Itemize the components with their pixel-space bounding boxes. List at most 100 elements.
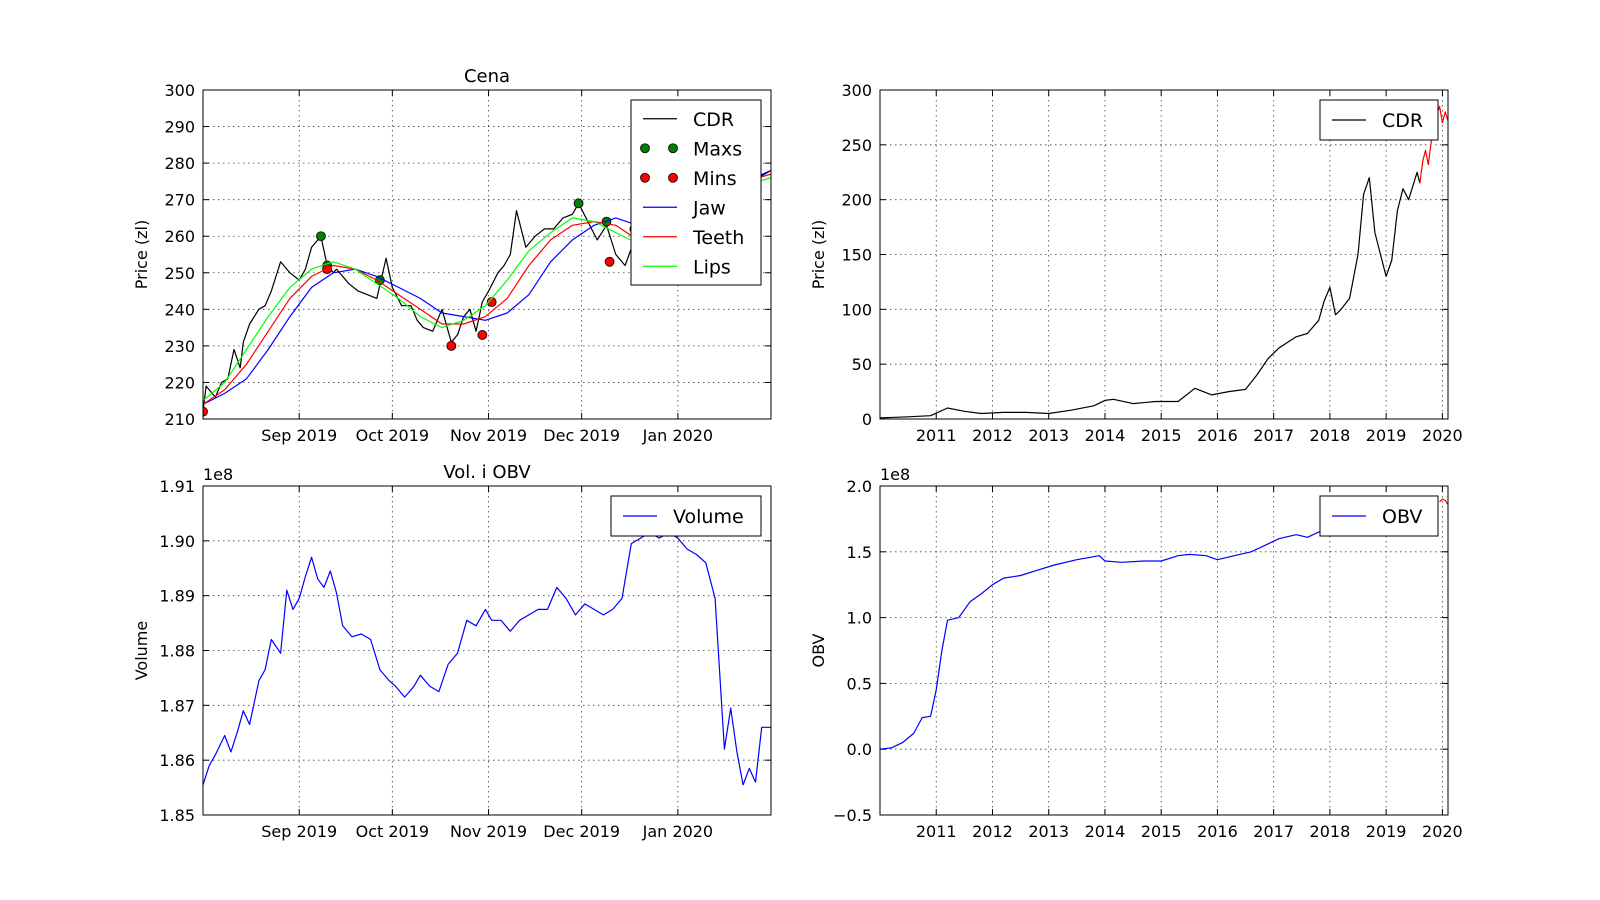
y-tick-label: 50: [852, 355, 872, 374]
x-tick-label: Dec 2019: [543, 426, 620, 445]
chart-price_long: 2011 2012 2013 2014 2015 2016 2017 2018 2019 2020…: [809, 81, 1463, 445]
x-tick-label: 2016: [1197, 822, 1238, 841]
x-tick-label: Jan 2020: [642, 822, 713, 841]
tick-labels: 2011 2012 2013 2014 2015 2016 2017 2018 2019 2020…: [841, 81, 1462, 445]
y-tick-label: 220: [164, 373, 195, 392]
y-tick-label: 2.0: [847, 477, 872, 496]
x-tick-label: 2011: [916, 822, 957, 841]
legend: Volume: [610, 495, 762, 537]
x-tick-label: 2018: [1310, 822, 1351, 841]
x-tick-label: 2016: [1197, 426, 1238, 445]
chart-title: Cena: [464, 66, 510, 87]
legend-label: Jaw: [692, 197, 726, 219]
axes-frame: [202, 485, 772, 816]
plot-area: [203, 531, 771, 786]
x-tick-label: 2011: [916, 426, 957, 445]
legend-box: [630, 99, 762, 286]
legend-label: Mins: [693, 168, 737, 190]
chart-price: Sep 2019 Oct 2019 Nov 2019 Dec 2019 Jan 2020…: [132, 66, 772, 445]
y-tick-label: 270: [164, 191, 195, 210]
x-tick-label: 2019: [1366, 822, 1407, 841]
data-point-maxs: [316, 231, 326, 242]
x-tick-label: 2014: [1085, 426, 1126, 445]
y-tick-label: 1.89: [159, 587, 195, 606]
data-point-maxs: [573, 198, 584, 209]
x-tick-label: Sep 2019: [261, 822, 337, 841]
y-tick-label: 1.5: [847, 543, 872, 562]
chart-title: Vol. i OBV: [443, 462, 531, 483]
legend-swatch: [668, 172, 678, 183]
tick-labels: Sep 2019 Oct 2019 Nov 2019 Dec 2019 Jan 2020…: [159, 477, 771, 841]
series-line-obv: [880, 527, 1331, 750]
x-tick-label: 2018: [1310, 426, 1351, 445]
series-line-cdr: [880, 171, 1421, 419]
plot-area: [880, 105, 1448, 419]
legend-swatch: [640, 172, 650, 183]
data-point-mins: [604, 256, 615, 267]
x-tick-label: Oct 2019: [356, 426, 429, 445]
y-tick-label: 100: [841, 300, 872, 319]
axes-frame: [879, 485, 1449, 816]
x-tick-label: 2017: [1253, 426, 1294, 445]
y-axis-label: OBV: [809, 633, 828, 667]
data-point-mins: [203, 406, 208, 417]
y-tick-label: 300: [841, 81, 872, 100]
y-tick-label: 1.87: [159, 696, 195, 715]
y-tick-label: 260: [164, 227, 195, 246]
chart-volume: Sep 2019 Oct 2019 Nov 2019 Dec 2019 Jan 2020…: [132, 462, 772, 841]
legend-swatch: [640, 143, 650, 154]
legend: OBV: [1319, 495, 1439, 537]
y-tick-label: 1.0: [847, 609, 872, 628]
y-axis-label: Price (zl): [132, 220, 151, 289]
x-tick-label: 2017: [1253, 822, 1294, 841]
legend-label: Volume: [673, 506, 744, 528]
y-tick-label: 250: [164, 264, 195, 283]
x-tick-label: 2012: [972, 822, 1013, 841]
y-tick-label: 300: [164, 81, 195, 100]
x-tick-label: Sep 2019: [261, 426, 337, 445]
y-tick-label: 0: [862, 410, 872, 429]
x-tick-label: Nov 2019: [450, 426, 527, 445]
x-tick-label: Jan 2020: [642, 426, 713, 445]
y-axis-label: Volume: [132, 621, 151, 681]
axis-multiplier: 1e8: [880, 465, 910, 484]
legend-box: [1319, 99, 1439, 141]
tick-labels: Sep 2019 Oct 2019 Nov 2019 Dec 2019 Jan 2020…: [164, 81, 771, 445]
x-tick-label: Nov 2019: [450, 822, 527, 841]
series-line-volume: [203, 531, 771, 786]
y-tick-label: 1.91: [159, 477, 195, 496]
y-tick-label: 1.86: [159, 751, 195, 770]
legend: CDR Maxs Mins Jaw Teeth Lips: [630, 99, 762, 286]
x-tick-label: 2015: [1141, 822, 1182, 841]
plot-area: [880, 498, 1448, 750]
series-line-recent: [1439, 498, 1448, 505]
axes-frame: [879, 89, 1449, 420]
chart-obv: 2011 2012 2013 2014 2015 2016 2017 2018 2019 2020…: [809, 465, 1463, 841]
x-tick-label: 2020: [1422, 822, 1463, 841]
y-tick-label: −0.5: [833, 806, 872, 825]
y-tick-label: 210: [164, 410, 195, 429]
legend-label: CDR: [693, 109, 734, 131]
y-tick-label: 280: [164, 154, 195, 173]
legend-label: Teeth: [692, 227, 744, 249]
y-tick-label: 240: [164, 300, 195, 319]
legend-label: CDR: [1382, 110, 1423, 132]
x-tick-label: 2014: [1085, 822, 1126, 841]
legend-label: Maxs: [693, 138, 742, 160]
legend-label: OBV: [1382, 506, 1422, 528]
x-tick-label: 2020: [1422, 426, 1463, 445]
x-tick-label: Oct 2019: [356, 822, 429, 841]
x-tick-label: Dec 2019: [543, 822, 620, 841]
legend-label: Lips: [693, 256, 731, 278]
x-tick-label: 2015: [1141, 426, 1182, 445]
data-point-mins: [446, 340, 457, 351]
y-tick-label: 200: [841, 191, 872, 210]
y-tick-label: 1.85: [159, 806, 195, 825]
x-tick-label: 2013: [1028, 822, 1069, 841]
y-axis-label: Price (zl): [809, 220, 828, 289]
x-tick-label: 2019: [1366, 426, 1407, 445]
y-tick-label: 290: [164, 118, 195, 137]
axes-frame: [202, 89, 772, 420]
y-tick-label: 1.88: [159, 642, 195, 661]
